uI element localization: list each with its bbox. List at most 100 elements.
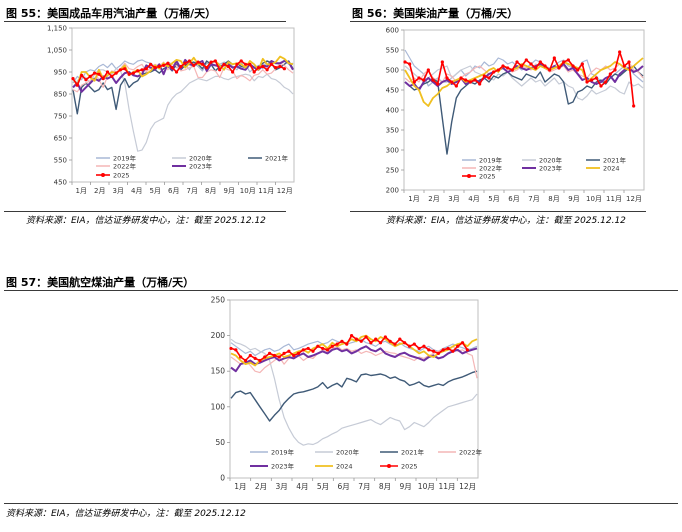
series-point-y2025 xyxy=(552,56,556,60)
x-tick-label: 6月 xyxy=(168,187,179,195)
series-point-y2025 xyxy=(543,64,547,68)
series-point-y2025 xyxy=(105,70,110,74)
series-point-y2025 xyxy=(80,73,84,77)
panel-55-title-rule xyxy=(4,21,286,22)
legend-label: 2023年 xyxy=(189,162,213,171)
series-point-y2025 xyxy=(468,80,472,84)
x-tick-label: 11月 xyxy=(606,195,622,203)
legend-label: 2023年 xyxy=(539,164,563,173)
y-tick-label: 350 xyxy=(386,127,399,135)
legend-item: 2021年 xyxy=(380,448,425,457)
series-point-y2025 xyxy=(501,64,505,68)
series-point-y2025 xyxy=(75,83,79,87)
series-point-y2025 xyxy=(265,68,269,72)
legend-item: 2025 xyxy=(462,173,496,181)
series-point-y2025 xyxy=(576,68,580,72)
series-point-y2025 xyxy=(140,68,144,72)
panel-56-title: 图 56：美国柴油产量（万桶/天） xyxy=(352,7,519,20)
legend-item: 2019年 xyxy=(96,154,137,163)
series-point-y2025 xyxy=(183,61,187,65)
series-point-y2025 xyxy=(325,348,330,352)
series-point-y2025 xyxy=(364,335,368,339)
series-point-y2025 xyxy=(524,58,528,62)
series-point-y2025 xyxy=(229,346,233,351)
series-point-y2025 xyxy=(192,63,196,67)
legend-item: 2020年 xyxy=(522,156,563,165)
y-tick-label: 750 xyxy=(54,113,67,121)
x-tick-label: 11月 xyxy=(438,482,455,491)
y-tick-label: 400 xyxy=(386,107,399,115)
series-point-y2025 xyxy=(431,78,435,82)
series-point-y2025 xyxy=(478,82,482,86)
legend-item: 2021年 xyxy=(586,156,627,165)
y-tick-label: 600 xyxy=(386,27,399,35)
x-tick-label: 3月 xyxy=(448,195,459,203)
series-point-y2025 xyxy=(226,64,230,69)
series-point-y2025 xyxy=(161,63,166,67)
series-point-y2025 xyxy=(492,70,496,74)
series-point-y2025 xyxy=(403,60,407,64)
series-point-y2025 xyxy=(613,68,617,72)
series-point-y2025 xyxy=(378,341,383,345)
panel-55-chart: 450 550 650 750 850 950 1,050 1,150 1月 2月 3月 4月 5月 6月… xyxy=(47,25,295,195)
series-point-y2025 xyxy=(465,348,469,352)
y-tick-label: 550 xyxy=(386,47,399,55)
series-point-y2025 xyxy=(311,349,315,353)
legend-label: 2019年 xyxy=(271,448,295,457)
series-point-y2025 xyxy=(84,78,88,82)
series-point-y2025 xyxy=(441,348,445,352)
plot-area xyxy=(403,29,645,191)
y-tick-label: 250 xyxy=(386,167,399,175)
x-tick-label: 7月 xyxy=(528,195,539,203)
y-tick-label: 550 xyxy=(54,157,67,165)
legend-label: 2023年 xyxy=(271,462,295,471)
series-point-y2025 xyxy=(417,346,421,351)
series-point-y2025 xyxy=(277,355,281,359)
series-point-y2025 xyxy=(179,64,183,69)
legend-item: 2022年 xyxy=(438,448,483,457)
series-point-y2025 xyxy=(562,60,566,64)
series-point-y2025 xyxy=(205,66,209,70)
series-point-y2025 xyxy=(321,346,325,351)
series-point-y2025 xyxy=(157,64,161,69)
series-point-y2025 xyxy=(515,60,519,64)
series-point-y2025 xyxy=(200,62,205,66)
series-point-y2025 xyxy=(222,62,226,66)
legend-label: 2020年 xyxy=(189,154,213,163)
series-point-y2025 xyxy=(196,60,200,64)
series-point-y2025 xyxy=(239,59,243,63)
x-tick-label: 9月 xyxy=(224,187,235,195)
legend-item: 2022年 xyxy=(96,162,137,171)
series-point-y2025 xyxy=(354,337,359,341)
y-tick-label: 0 xyxy=(220,474,225,483)
series-point-y2025 xyxy=(269,62,274,66)
series-point-y2025 xyxy=(235,62,239,66)
legend-item: 2023年 xyxy=(522,164,563,173)
x-tick-label: 2月 xyxy=(94,187,105,195)
series-point-y2025 xyxy=(267,351,272,355)
panel-57-title: 图 57：美国航空煤油产量（万桶/天） xyxy=(6,276,195,289)
series-point-y2025 xyxy=(464,78,468,82)
x-tick-label: 6月 xyxy=(338,482,350,491)
series-point-y2025 xyxy=(292,353,296,358)
series-point-y2025 xyxy=(374,337,378,341)
x-tick-label: 2月 xyxy=(428,195,439,203)
x-tick-label: 8月 xyxy=(379,482,391,491)
plot-area xyxy=(229,299,479,479)
series-point-y2025 xyxy=(407,344,412,348)
series-point-y2025 xyxy=(330,344,334,348)
series-line-y2019 xyxy=(230,338,478,357)
series-point-y2025 xyxy=(436,351,441,355)
series-point-y2025 xyxy=(446,346,450,351)
series-point-y2025 xyxy=(272,353,277,358)
series-point-y2025 xyxy=(301,348,305,352)
series-point-y2025 xyxy=(506,66,510,70)
series-point-y2025 xyxy=(174,70,179,74)
y-tick-label: 850 xyxy=(54,91,67,99)
series-point-y2025 xyxy=(118,68,123,72)
legend-marker-y2025 xyxy=(467,174,471,178)
series-point-y2025 xyxy=(482,74,486,78)
legend-label: 2020年 xyxy=(539,156,563,165)
series-point-y2025 xyxy=(454,84,458,88)
legend-label: 2019年 xyxy=(113,154,137,163)
